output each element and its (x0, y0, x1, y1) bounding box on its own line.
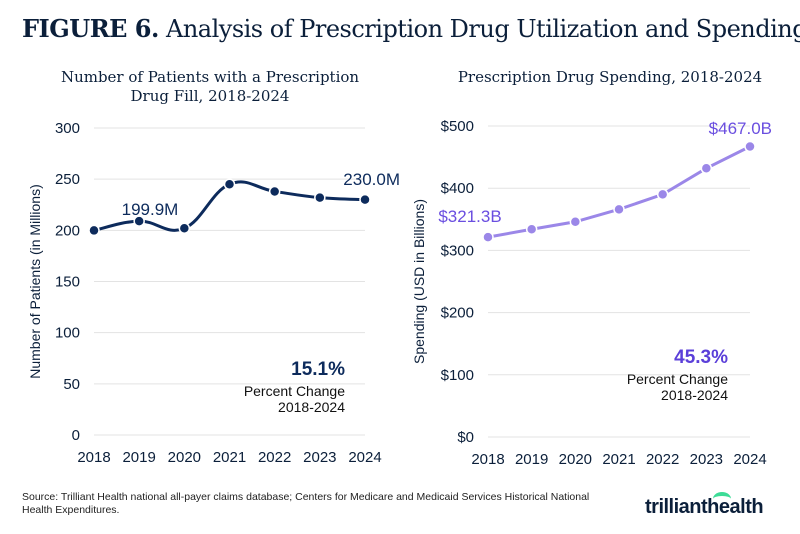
data-point (525, 223, 538, 236)
data-point (359, 193, 371, 206)
y-tick-label: 200 (55, 222, 80, 239)
end-value-label: $467.0B (709, 119, 772, 138)
y-tick-label: $0 (457, 429, 474, 446)
data-point (744, 140, 756, 153)
percent-change-period: 2018-2024 (661, 387, 728, 403)
x-tick-label: 2022 (646, 451, 679, 468)
figure-label: FIGURE 6. (22, 14, 159, 43)
y-tick-label: $500 (441, 118, 474, 135)
y-tick-label: 0 (72, 427, 80, 444)
y-axis-label: Spending (USD in Billions) (411, 199, 427, 364)
x-tick-label: 2023 (690, 451, 723, 468)
data-point (314, 191, 326, 204)
x-tick-label: 2018 (77, 449, 110, 466)
left-title-line2: Drug Fill, 2018-2024 (130, 87, 290, 105)
left-title-line1: Number of Patients with a Prescription (60, 68, 360, 86)
x-tick-label: 2021 (213, 449, 246, 466)
percent-change-value: 45.3% (674, 347, 728, 368)
x-tick-label: 2020 (168, 449, 201, 466)
percent-change-period: 2018-2024 (278, 399, 345, 415)
start-value-label: $321.3B (438, 207, 501, 226)
x-tick-label: 2018 (471, 451, 504, 468)
y-tick-label: 150 (55, 274, 80, 291)
source-note: Source: Trilliant Health national all-pa… (22, 491, 590, 516)
right-chart-title: Prescription Drug Spending, 2018-2024 (440, 68, 780, 87)
y-tick-label: $200 (441, 305, 474, 322)
percent-change-label: Percent Change (627, 371, 728, 387)
figure-title-text: Analysis of Prescription Drug Utilizatio… (165, 15, 800, 43)
percent-change-label: Percent Change (244, 383, 345, 399)
data-point (268, 185, 281, 198)
x-tick-label: 2024 (348, 449, 381, 466)
y-tick-label: 250 (55, 171, 80, 188)
data-point (223, 178, 236, 191)
x-tick-label: 2022 (258, 449, 291, 466)
y-tick-label: $400 (441, 180, 474, 197)
y-tick-label: $300 (441, 242, 474, 259)
y-tick-label: $100 (441, 367, 474, 384)
figure-title: FIGURE 6. Analysis of Prescription Drug … (22, 14, 800, 43)
trilliant-health-logo: trilliant health (645, 492, 764, 519)
y-axis-label: Number of Patients (in Millions) (27, 184, 43, 379)
data-point (613, 203, 625, 216)
y-tick-label: 100 (55, 325, 80, 342)
series-line (487, 145, 751, 239)
data-point (88, 224, 100, 237)
data-point (569, 216, 582, 228)
data-point (482, 231, 494, 243)
right-title-line1: Prescription Drug Spending, 2018-2024 (457, 68, 763, 86)
data-point (656, 188, 669, 201)
x-tick-label: 2024 (733, 451, 766, 468)
left-chart-title: Number of Patients with a Prescription Dr… (40, 68, 380, 106)
y-tick-label: 300 (55, 120, 80, 137)
data-point (700, 162, 713, 175)
data-point (133, 215, 145, 227)
end-value-label: 230.0M (343, 170, 400, 189)
y-tick-label: 50 (63, 376, 80, 393)
data-point (178, 222, 191, 235)
x-tick-label: 2019 (122, 449, 155, 466)
x-tick-label: 2023 (303, 449, 336, 466)
x-tick-label: 2019 (515, 451, 548, 468)
x-tick-label: 2020 (559, 451, 592, 468)
start-value-label: 199.9M (122, 200, 179, 219)
percent-change-value: 15.1% (291, 359, 345, 380)
x-tick-label: 2021 (602, 451, 635, 468)
